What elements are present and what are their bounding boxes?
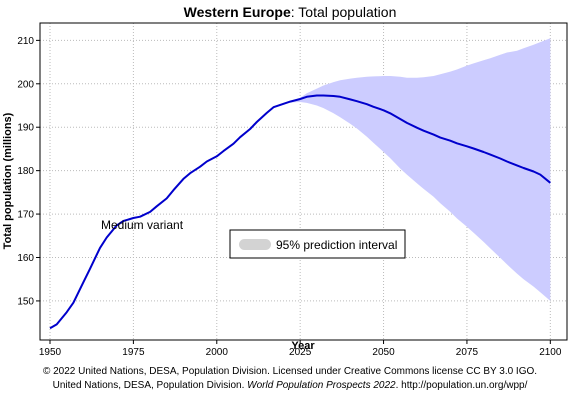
footer-citation-title: World Population Prospects 2022: [247, 380, 396, 391]
median-line-layer: [49, 94, 551, 330]
y-tick-label: 150: [17, 296, 34, 307]
y-tick-label: 190: [17, 123, 34, 134]
y-tick-label: 160: [17, 253, 34, 264]
plot-frame: [39, 22, 568, 341]
chart-title-metric: : Total population: [291, 4, 397, 20]
footer-citation: United Nations, DESA, Population Divisio…: [0, 380, 580, 391]
chart-title: Western Europe: Total population: [184, 4, 397, 20]
x-tick-label: 2100: [539, 347, 562, 358]
y-tick-label: 170: [17, 210, 34, 221]
footer-citation-prefix: United Nations, DESA, Population Divisio…: [52, 380, 248, 391]
medium-variant-label: Medium variant: [101, 218, 184, 232]
prediction-band-layer: [283, 38, 551, 301]
x-tick-label: 2075: [456, 347, 479, 358]
y-tick-label: 180: [17, 166, 34, 177]
y-axis-title: Total population (millions): [2, 112, 14, 249]
x-tick-label: 2050: [372, 347, 395, 358]
x-tick-label: 2025: [289, 347, 312, 358]
y-axis-ticks: 150 160 170 180 190 200 210: [17, 36, 40, 307]
x-tick-label: 1975: [122, 347, 145, 358]
x-tick-label: 2000: [206, 347, 229, 358]
grid-lines: [40, 23, 567, 340]
footer-license: © 2022 United Nations, DESA, Population …: [42, 366, 538, 377]
medium-variant-line: [49, 94, 551, 330]
x-axis-title: Year: [291, 340, 315, 352]
prediction-interval-band: [283, 38, 551, 301]
x-axis-ticks: 1950 1975 2000 2025 2050 2075 2100: [39, 340, 562, 358]
footer-citation-url: . http://population.un.org/wpp/: [395, 380, 528, 391]
legend-swatch: [239, 239, 271, 250]
legend: 95% prediction interval: [229, 229, 406, 259]
legend-label: 95% prediction interval: [276, 238, 397, 252]
x-tick-label: 1950: [39, 347, 62, 358]
y-tick-label: 200: [17, 79, 34, 90]
chart-title-region: Western Europe: [184, 4, 291, 20]
y-tick-label: 210: [17, 36, 34, 47]
